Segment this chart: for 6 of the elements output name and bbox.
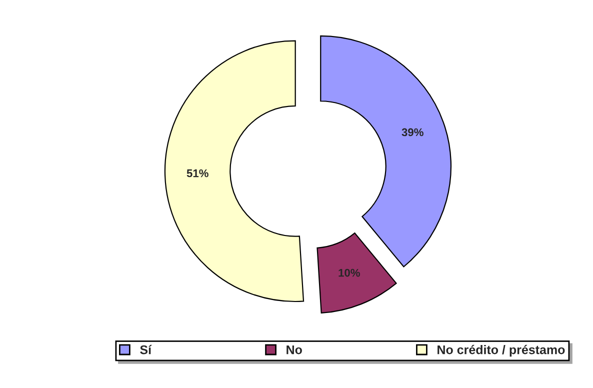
- legend-label: No crédito / préstamo: [438, 344, 565, 357]
- legend-label: No: [286, 345, 302, 354]
- data-label: 51%: [186, 169, 208, 178]
- data-label: 10%: [338, 268, 360, 277]
- legend-label: Sí: [140, 344, 152, 354]
- data-label: 39%: [402, 128, 424, 136]
